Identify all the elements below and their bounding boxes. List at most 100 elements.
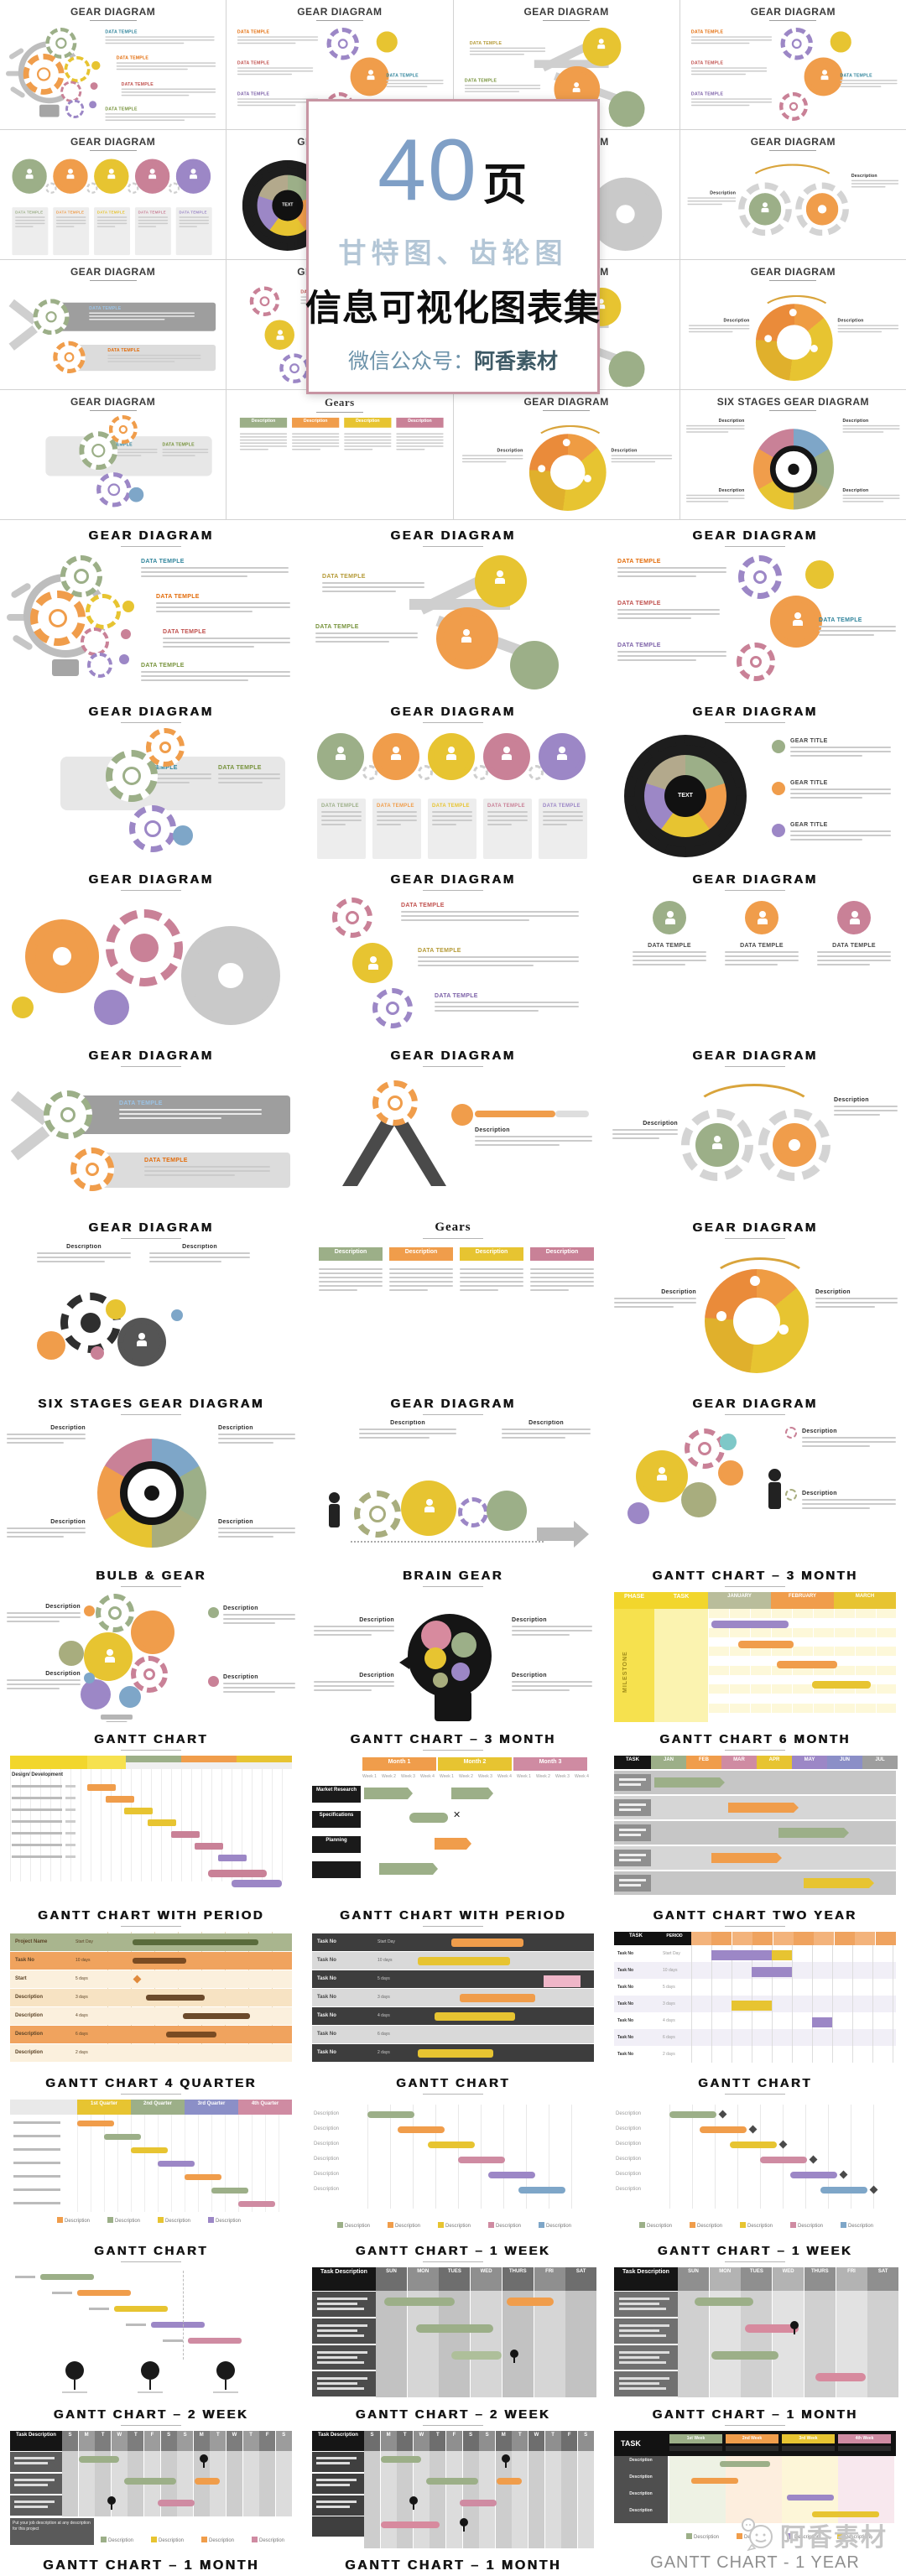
gantt-bar — [77, 2121, 114, 2126]
dot-icon — [216, 2361, 235, 2380]
person-icon — [494, 570, 506, 584]
slide-thumbnail: GANTT CHART – 2 WEEK Task Description S M T… — [0, 2399, 302, 2550]
row-duration: 6 days — [378, 2032, 390, 2037]
gantt-bar — [619, 2329, 659, 2332]
gantt-header-cell: S — [62, 2431, 78, 2451]
dot-icon — [208, 1676, 219, 1687]
title-underline — [725, 2261, 785, 2262]
gantt-header-cell — [834, 1932, 855, 1945]
text-block-title: DATA TEMPLE — [690, 29, 723, 35]
gantt-header-cell: Description — [614, 2473, 668, 2490]
legend-item: Description — [252, 2537, 284, 2543]
dot-icon — [615, 205, 635, 224]
row-label: Task No — [617, 2018, 634, 2023]
placeholder-line — [107, 357, 201, 360]
gantt-bar — [87, 1784, 116, 1791]
gantt-bar — [619, 1879, 646, 1881]
slide-title: GEAR DIAGRAM — [692, 528, 818, 543]
text-block-title: Description — [837, 318, 864, 324]
week-label: Week 4 — [420, 1774, 435, 1779]
title-underline — [121, 1066, 181, 1067]
gantt-bar — [106, 1796, 134, 1803]
gantt-bar — [317, 2377, 367, 2381]
gear-icon — [168, 182, 180, 194]
gantt-bar — [577, 2451, 594, 2548]
placeholder-line — [134, 778, 211, 779]
milestone-pin-icon — [460, 2518, 468, 2532]
gantt-bar — [133, 1939, 258, 1945]
title-underline — [121, 2261, 181, 2262]
placeholder-line — [617, 609, 720, 611]
gantt-header-cell — [691, 1932, 711, 1945]
slide-title: SIX STAGES GEAR DIAGRAM — [38, 1397, 264, 1411]
text-block: Description — [314, 1617, 394, 1638]
slide-title: GANTT CHART 6 MONTH — [659, 1732, 851, 1746]
placeholder-line — [475, 1144, 560, 1146]
text-block-title: DATA TEMPLE — [163, 629, 206, 635]
placeholder-line — [163, 637, 290, 639]
person-icon — [148, 169, 157, 180]
gear-icon — [96, 472, 132, 507]
placeholder-line — [179, 216, 209, 218]
dot-icon — [768, 1469, 781, 1481]
title-underline — [121, 722, 181, 723]
placeholder-line — [460, 1268, 523, 1270]
slide-title: GANTT CHART – 2 WEEK — [355, 2407, 551, 2422]
placeholder-line — [802, 1499, 896, 1501]
gantt-bar — [372, 799, 421, 859]
slide-graphic: Description Description Description Desc… — [7, 1592, 295, 1722]
text-block-title: DATA TEMPLE — [377, 804, 414, 809]
row-label: Task No — [617, 1951, 634, 1956]
slide-graphic: Task Description S M T W T F S S M T W T F S Put your j… — [7, 2431, 295, 2548]
text-block — [240, 431, 288, 451]
gantt-bar — [669, 2456, 726, 2523]
gear-icon — [653, 901, 686, 934]
placeholder-line — [314, 1685, 394, 1687]
placeholder-line — [614, 1306, 674, 1308]
gantt-bar — [218, 1855, 247, 1861]
placeholder-line — [617, 659, 696, 661]
center-ring — [769, 445, 817, 493]
gear-icon — [264, 320, 295, 350]
gantt-bar — [544, 1975, 581, 1987]
placeholder-line — [321, 815, 362, 817]
placeholder-line — [121, 94, 190, 96]
dot-icon — [144, 1486, 159, 1501]
placeholder-line — [837, 330, 882, 333]
dot-icon — [84, 1605, 95, 1616]
gantt-bar — [619, 2360, 666, 2364]
slide-thumbnail: GANTT CHART — [0, 2235, 302, 2399]
person-icon — [501, 747, 513, 760]
legend-item: Description — [488, 2222, 521, 2229]
placeholder-line — [144, 1166, 270, 1168]
placeholder-line — [7, 1688, 60, 1689]
text-block: DATA TEMPLE — [89, 306, 195, 322]
gantt-header-cell: W — [413, 2431, 430, 2451]
placeholder-line — [396, 442, 444, 445]
text-block-title: DATA TEMPLE — [237, 60, 270, 66]
row-label: Description — [314, 2157, 340, 2162]
gantt-header-cell: 1st Quarter — [77, 2100, 131, 2115]
row-duration: Start Day — [663, 1951, 680, 1956]
gantt-header-cell — [614, 1875, 651, 1892]
gear-hub-icon — [791, 39, 802, 49]
slide-thumbnail: GANTT CHART – 1 MONTH TASK 1st Week 2nd We… — [604, 2399, 906, 2550]
row-duration: 2 days — [76, 2050, 88, 2055]
placeholder-line — [96, 222, 128, 225]
text-block — [530, 1266, 594, 1293]
gantt-header-cell: FEB — [686, 1756, 721, 1769]
gantt-bar — [317, 2303, 357, 2305]
dot-icon — [408, 1614, 492, 1698]
person-icon — [390, 747, 402, 760]
gantt-bar — [619, 2324, 669, 2327]
gantt-bar — [133, 1958, 186, 1964]
person-icon — [596, 299, 605, 310]
gantt-bar — [317, 2329, 357, 2332]
job-note: Put your job description at any descript… — [10, 2518, 94, 2545]
gantt-bar — [381, 2456, 421, 2463]
row-duration: 6 days — [663, 2035, 675, 2040]
gantt-bar — [163, 2339, 183, 2342]
placeholder-line — [396, 436, 444, 438]
gantt-header-cell: Description — [319, 1247, 383, 1261]
milestone-pin-icon — [107, 2496, 116, 2510]
